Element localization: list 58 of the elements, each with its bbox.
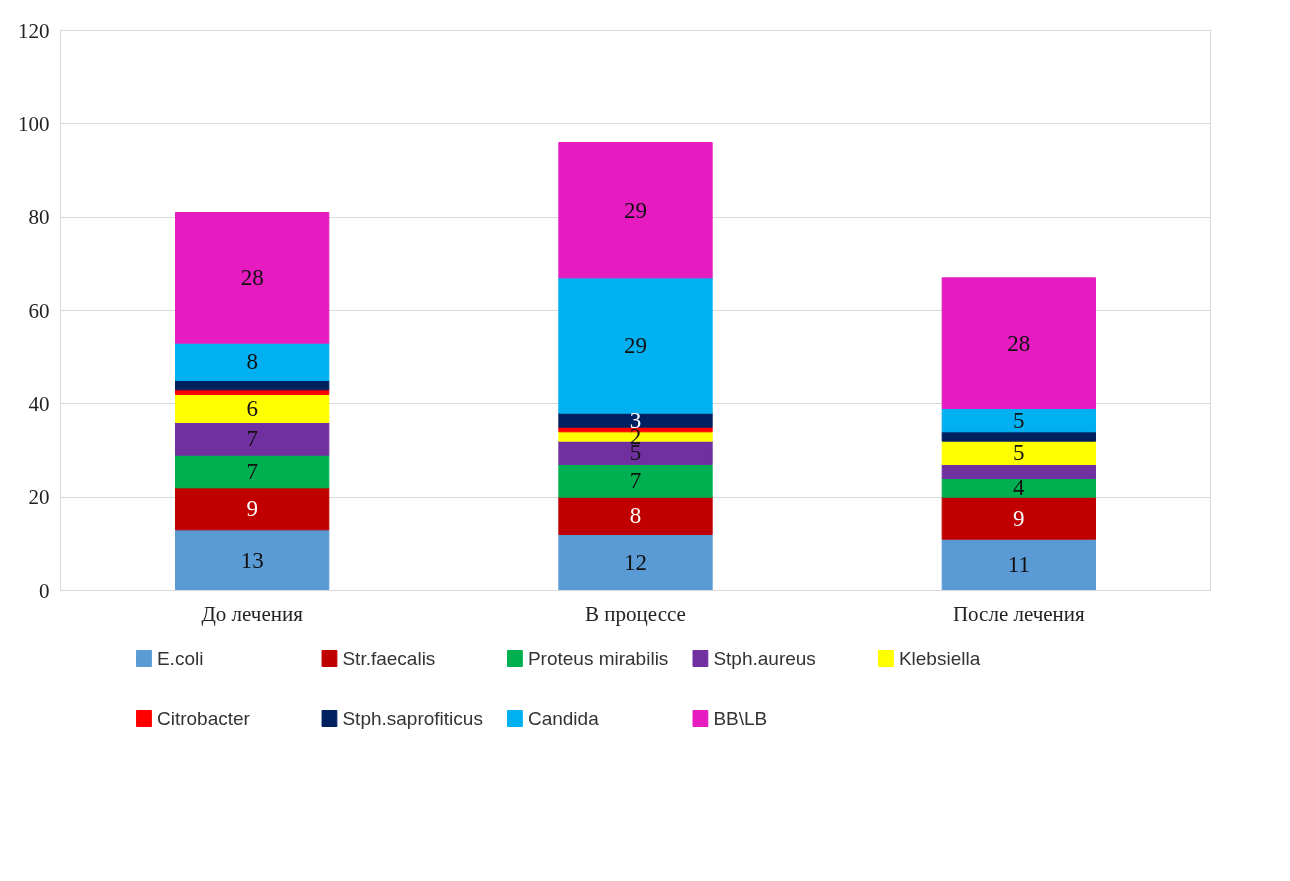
bar [558, 412, 713, 428]
bar [175, 212, 330, 344]
legend-label: Klebsiella [898, 648, 981, 669]
bar [941, 431, 1096, 442]
legend-label: BB\LB [713, 708, 768, 729]
data-label: 12 [624, 550, 647, 575]
data-label: 28 [240, 265, 264, 291]
data-label: 29 [624, 333, 647, 358]
bar [175, 529, 330, 591]
legend-label: Citrobacter [156, 708, 251, 729]
legend-label: E.coli [156, 648, 204, 669]
bar [941, 440, 1096, 465]
data-label: 5 [1013, 407, 1025, 433]
legend-label: Stph.saprofiticus [342, 708, 483, 729]
data-label: 28 [1007, 330, 1031, 356]
legend-label: Candida [527, 708, 600, 729]
bar [941, 538, 1096, 591]
data-label: 9 [1013, 505, 1025, 531]
x-tick-label: До лечения [201, 601, 304, 626]
bar [941, 464, 1096, 479]
data-label: 8 [629, 503, 642, 529]
legend-label: Str.faecalis [342, 648, 436, 669]
data-label: 6 [246, 396, 258, 421]
bar [175, 422, 330, 456]
data-label: 7 [246, 426, 258, 452]
y-tick-label: 60 [28, 298, 50, 323]
bar [558, 142, 713, 279]
legend-label: Proteus mirabilis [527, 648, 669, 669]
bar [558, 464, 713, 498]
data-label: 29 [624, 197, 647, 223]
x-tick-label: В процессе [585, 601, 686, 626]
y-tick-label: 0 [39, 578, 50, 603]
bar [175, 487, 330, 531]
bar [558, 277, 713, 414]
bar [175, 394, 330, 423]
y-tick-label: 20 [28, 485, 50, 510]
bar [558, 534, 713, 591]
bar [175, 454, 330, 489]
data-label: 4 [1013, 475, 1026, 501]
data-label: 7 [246, 459, 258, 484]
y-tick-label: 80 [28, 205, 50, 230]
data-label: 5 [1013, 440, 1025, 466]
bar [941, 277, 1096, 409]
bar [558, 496, 713, 535]
data-label: 11 [1007, 552, 1030, 578]
x-tick-label: После лечения [952, 601, 1086, 626]
legend-label: Stph.aureus [713, 648, 816, 669]
bar [941, 478, 1096, 498]
bar [175, 342, 330, 381]
data-label: 7 [629, 468, 642, 494]
y-tick-label: 100 [18, 111, 50, 136]
bar [941, 408, 1096, 433]
y-tick-label: 120 [18, 18, 50, 43]
data-label: 9 [246, 496, 258, 522]
bar [941, 496, 1096, 540]
data-label: 13 [240, 547, 264, 573]
data-label: 8 [246, 349, 258, 375]
y-tick-label: 40 [28, 391, 50, 416]
